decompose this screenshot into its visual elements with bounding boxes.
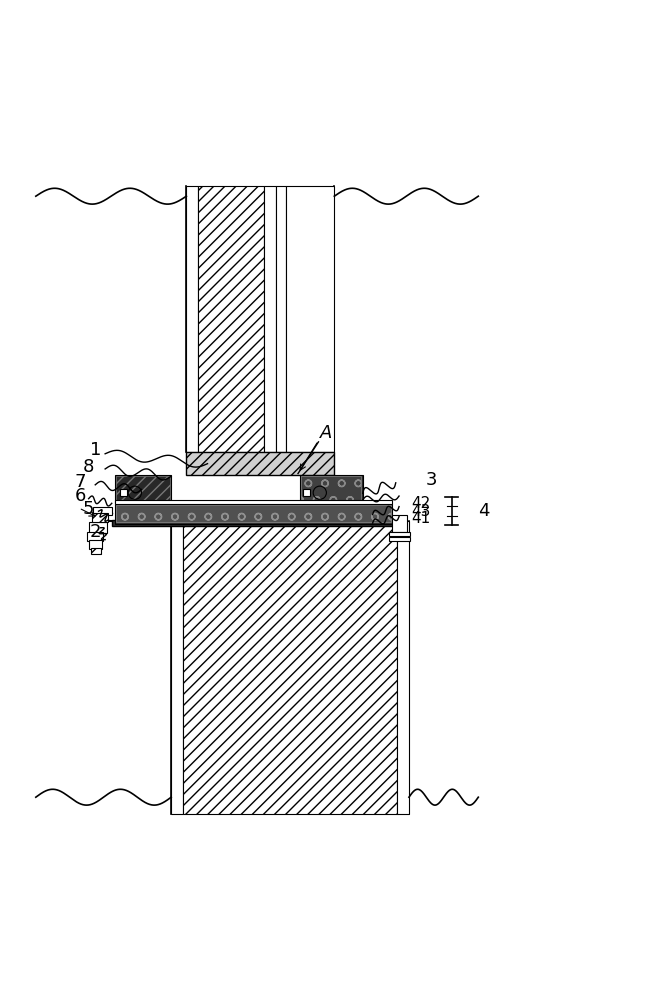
Text: 8: 8	[83, 458, 95, 476]
Text: 2: 2	[89, 523, 101, 541]
Bar	[115, 500, 392, 504]
Bar	[91, 548, 101, 554]
Bar	[301, 476, 362, 501]
Bar	[117, 505, 391, 522]
Text: A: A	[320, 424, 332, 442]
Text: 3: 3	[426, 471, 437, 489]
Bar	[186, 452, 334, 475]
Bar	[186, 186, 198, 452]
Text: 42: 42	[411, 496, 430, 511]
Bar	[183, 521, 397, 814]
Bar	[389, 532, 410, 536]
Bar	[92, 513, 109, 522]
Bar	[93, 507, 112, 515]
Text: 6: 6	[75, 487, 87, 505]
Text: 43: 43	[411, 504, 430, 519]
Bar	[303, 489, 310, 496]
Bar	[264, 186, 276, 452]
Text: 5: 5	[83, 500, 95, 518]
Bar	[300, 475, 363, 503]
Bar	[89, 522, 107, 533]
Bar	[112, 520, 396, 526]
Bar	[171, 521, 183, 814]
Text: 4: 4	[478, 502, 490, 520]
Bar	[117, 476, 170, 501]
Bar	[115, 475, 171, 503]
Text: 7: 7	[75, 473, 87, 491]
Bar	[87, 532, 103, 541]
Bar	[389, 537, 410, 541]
Text: 41: 41	[411, 511, 430, 526]
Bar	[392, 515, 407, 532]
Bar	[397, 521, 409, 814]
Text: 1: 1	[89, 441, 101, 459]
Bar	[115, 504, 392, 524]
Bar	[121, 489, 127, 496]
Bar	[198, 186, 264, 452]
Bar	[89, 540, 102, 549]
Bar	[286, 186, 334, 452]
Bar	[276, 186, 286, 452]
